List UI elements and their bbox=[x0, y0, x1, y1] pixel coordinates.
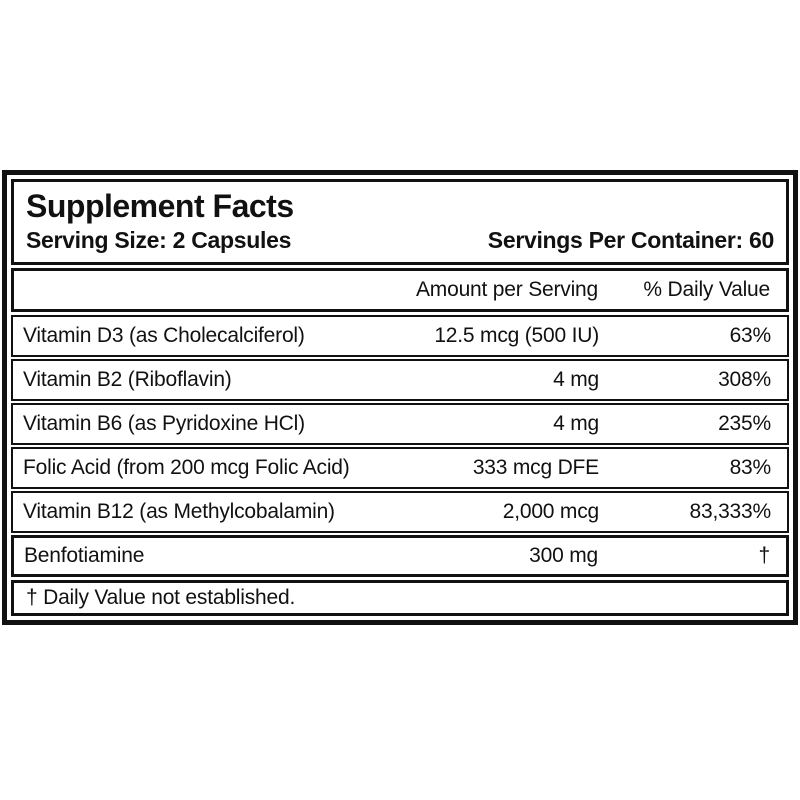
nutrient-name: Benfotiamine bbox=[24, 543, 145, 567]
amount-per-serving-header: Amount per Serving bbox=[416, 277, 598, 301]
nutrient-daily-value: 63% bbox=[729, 323, 772, 347]
column-header-row: Amount per Serving % Daily Value bbox=[11, 267, 789, 312]
nutrient-row-folic-acid: Folic Acid (from 200 mcg Folic Acid) 333… bbox=[11, 446, 789, 489]
nutrient-name: Vitamin D3 (as Cholecalciferol) bbox=[23, 323, 305, 347]
nutrient-daily-value: 308% bbox=[718, 367, 771, 391]
nutrient-amount: 4 mg bbox=[553, 367, 599, 391]
nutrient-row-vitamin-b6: Vitamin B6 (as Pyridoxine HCl) 4 mg 235% bbox=[11, 402, 789, 445]
daily-value-footnote: † Daily Value not established. bbox=[11, 579, 789, 616]
nutrient-row-benfotiamine: Benfotiamine 300 mg † bbox=[11, 534, 789, 577]
nutrient-daily-value: 83,333% bbox=[689, 499, 771, 523]
serving-size: Serving Size: 2 Capsules bbox=[26, 226, 292, 253]
label-title: Supplement Facts bbox=[26, 188, 294, 224]
nutrient-row-vitamin-d3: Vitamin D3 (as Cholecalciferol) 12.5 mcg… bbox=[11, 314, 789, 357]
nutrient-row-vitamin-b12: Vitamin B12 (as Methylcobalamin) 2,000 m… bbox=[11, 490, 789, 533]
nutrient-amount: 12.5 mcg (500 IU) bbox=[434, 323, 599, 347]
nutrient-name: Folic Acid (from 200 mcg Folic Acid) bbox=[23, 455, 350, 479]
servings-per-container: Servings Per Container: 60 bbox=[487, 226, 775, 253]
dagger-symbol: † bbox=[758, 543, 771, 567]
serving-info-line: Serving Size: 2 Capsules Servings Per Co… bbox=[26, 227, 774, 254]
footnote-text: † Daily Value not established. bbox=[26, 585, 296, 609]
nutrient-amount: 4 mg bbox=[553, 411, 599, 435]
nutrient-name: Vitamin B2 (Riboflavin) bbox=[23, 367, 232, 391]
daily-value-header: % Daily Value bbox=[643, 277, 770, 301]
nutrient-daily-value: 235% bbox=[718, 411, 771, 435]
supplement-facts-label: Supplement Facts Serving Size: 2 Capsule… bbox=[2, 170, 798, 625]
nutrient-row-vitamin-b2: Vitamin B2 (Riboflavin) 4 mg 308% bbox=[11, 358, 789, 401]
nutrient-name: Vitamin B12 (as Methylcobalamin) bbox=[23, 499, 335, 523]
nutrient-name: Vitamin B6 (as Pyridoxine HCl) bbox=[23, 411, 305, 435]
nutrient-amount: 300 mg bbox=[529, 543, 598, 567]
nutrient-amount: 333 mcg DFE bbox=[472, 455, 599, 479]
nutrient-amount: 2,000 mcg bbox=[502, 499, 599, 523]
label-header-section: Supplement Facts Serving Size: 2 Capsule… bbox=[11, 179, 789, 265]
nutrient-daily-value: 83% bbox=[729, 455, 772, 479]
